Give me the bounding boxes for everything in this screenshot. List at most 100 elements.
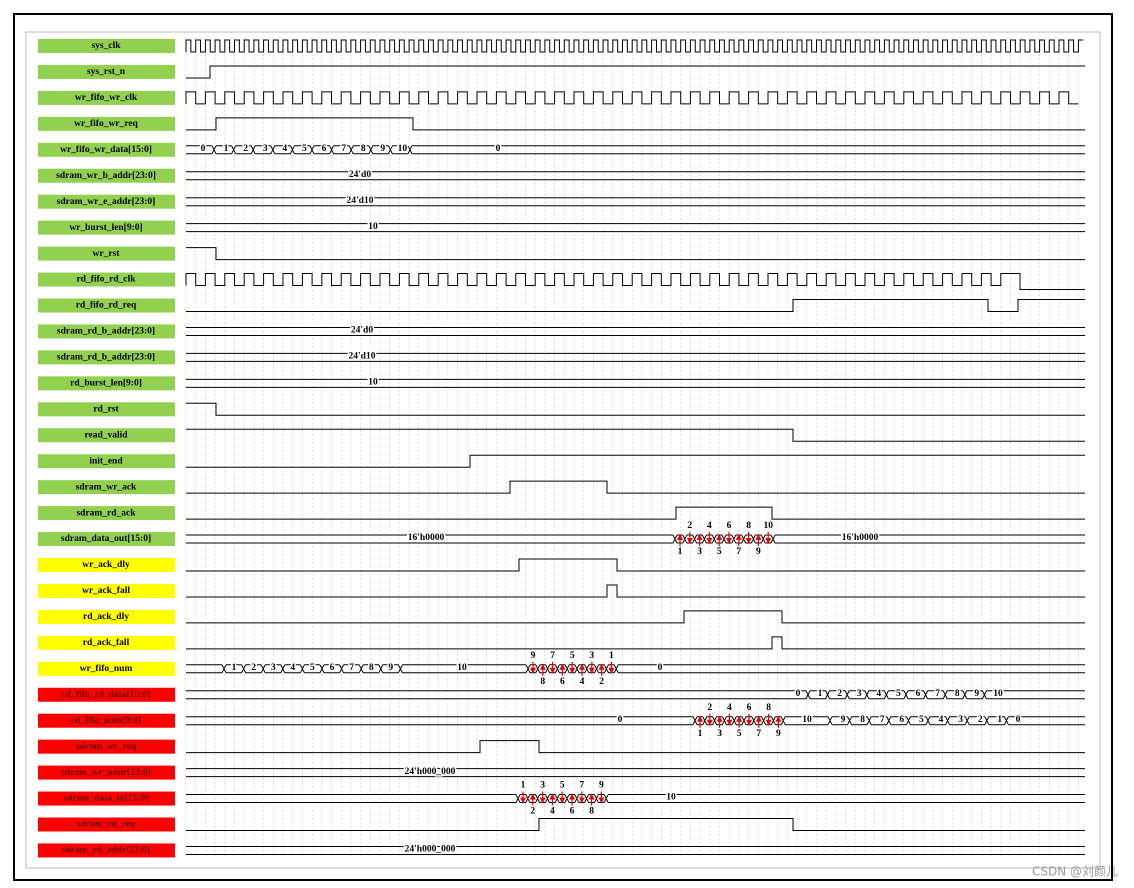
bus-value: 10: [368, 222, 378, 232]
bus-value: 2: [530, 807, 535, 817]
signal-wave: [186, 506, 1085, 520]
signal-name: sdram_data_in[15:0]: [64, 794, 149, 804]
bus-value: 9: [380, 144, 385, 154]
signal-wave: [186, 117, 1085, 131]
arrow-head: [559, 797, 566, 804]
bus-value: 10: [666, 793, 676, 803]
signal-wave: [186, 558, 1085, 572]
arrow-head: [598, 797, 605, 804]
bus-value: 1: [521, 781, 526, 791]
signal-label-box: [38, 428, 175, 443]
arrow-head: [726, 538, 732, 545]
signal-name: sdram_wr_addr[23:0]: [61, 768, 151, 778]
signal-name: wr_fifo_num: [80, 664, 133, 674]
signal-name: wr_ack_fall: [82, 586, 130, 596]
signal-wave: [186, 480, 1085, 494]
bus-value: 8: [860, 715, 865, 725]
signal-label-box: [38, 246, 175, 261]
bus-value: 10: [398, 144, 408, 154]
arrow-head: [755, 715, 762, 722]
bus-value: 4: [876, 689, 881, 699]
bus-wave: [186, 197, 1085, 207]
signal-name: sys_rst_n: [87, 67, 126, 77]
bus-value: 10: [763, 521, 773, 531]
signal-name: sdram_wr_e_addr[23:0]: [57, 197, 156, 207]
arrow-head: [735, 534, 742, 541]
signal-wave: [186, 299, 1085, 312]
bus-value: 8: [589, 807, 594, 817]
signal-label-box: [38, 90, 175, 105]
arrow-head: [539, 663, 546, 670]
bus-value: 2: [599, 677, 604, 687]
signal-name: rd_burst_len[9:0]: [70, 379, 142, 389]
bus-value: 0: [796, 689, 801, 699]
signal-name: sdram_rd_req: [77, 820, 136, 830]
bus-value: 9: [776, 729, 781, 739]
bus-value: 8: [746, 521, 751, 531]
bus-value: 2: [251, 663, 256, 673]
bus-value: 4: [580, 677, 585, 687]
bus-wave: [186, 145, 1085, 155]
signal-name: rd_fifo_num[9:0]: [71, 716, 141, 726]
bus-value: 3: [958, 715, 963, 725]
signal-label-box: [38, 765, 175, 780]
signal-name: sdram_rd_addr[23:0]: [62, 846, 150, 856]
signal-wave: [186, 818, 1085, 831]
bus-value: 24'd0: [349, 170, 371, 180]
bus-value: 1: [698, 729, 703, 739]
bus-value: 4: [939, 715, 944, 725]
bus-value: 10: [368, 378, 378, 388]
bus-value: 5: [570, 651, 575, 661]
bus-value: 8: [369, 663, 374, 673]
inner-frame: [25, 31, 1101, 869]
bus-value: 7: [349, 663, 354, 673]
signal-name: sys_clk: [91, 41, 121, 51]
watermark: CSDN @刘颜儿: [1032, 864, 1118, 879]
arrow-head: [726, 719, 733, 726]
bus-value: 5: [310, 663, 315, 673]
bus-value: 6: [570, 807, 575, 817]
signal-label-box: [38, 324, 175, 339]
bus-value: 3: [271, 663, 276, 673]
bus-value: 24'd10: [349, 352, 376, 362]
bus-value: 6: [727, 521, 732, 531]
arrow-head: [569, 667, 576, 674]
signal-name: rd_rst: [93, 404, 119, 414]
bus-value: 1: [232, 663, 237, 673]
signal-name: sdram_wr_req: [76, 742, 137, 752]
signal-label-box: [38, 739, 175, 754]
signal-label-box: [38, 635, 175, 650]
signal-wave: [186, 740, 1085, 754]
signal-wave: [186, 584, 1085, 598]
arrow-head: [579, 663, 585, 670]
arrow-head: [549, 667, 556, 674]
bus-wave: [186, 378, 1085, 388]
signal-name: wr_fifo_wr_clk: [75, 93, 138, 103]
bus-value: 1: [997, 715, 1002, 725]
bus-value: 6: [899, 715, 904, 725]
signal-name: sdram_rd_ack: [76, 508, 136, 518]
signal-label-box: [38, 64, 175, 79]
arrow-head: [588, 667, 595, 674]
arrow-head: [686, 538, 693, 545]
arrow-head: [549, 793, 556, 800]
signal-wave: [186, 428, 1085, 442]
bus-value: 9: [388, 663, 393, 673]
signal-name: wr_burst_len[9:0]: [69, 223, 142, 233]
bus-value: 4: [707, 521, 712, 531]
signal-label-box: [38, 791, 175, 806]
bus-value: 8: [955, 689, 960, 699]
signal-name: rd_ack_dly: [83, 612, 129, 622]
arrow-head: [736, 715, 743, 722]
bus-wave: [186, 352, 1085, 362]
bus-value: 2: [243, 144, 248, 154]
signal-label-box: [38, 583, 175, 598]
bus-value: 3: [540, 781, 545, 791]
arrow-head: [677, 534, 683, 541]
bus-value: 10: [993, 689, 1003, 699]
bus-value: 3: [717, 729, 722, 739]
bus-value: 7: [935, 689, 940, 699]
bus-value: 1: [818, 689, 823, 699]
signal-label-box: [38, 661, 175, 676]
bus-value: 5: [896, 689, 901, 699]
